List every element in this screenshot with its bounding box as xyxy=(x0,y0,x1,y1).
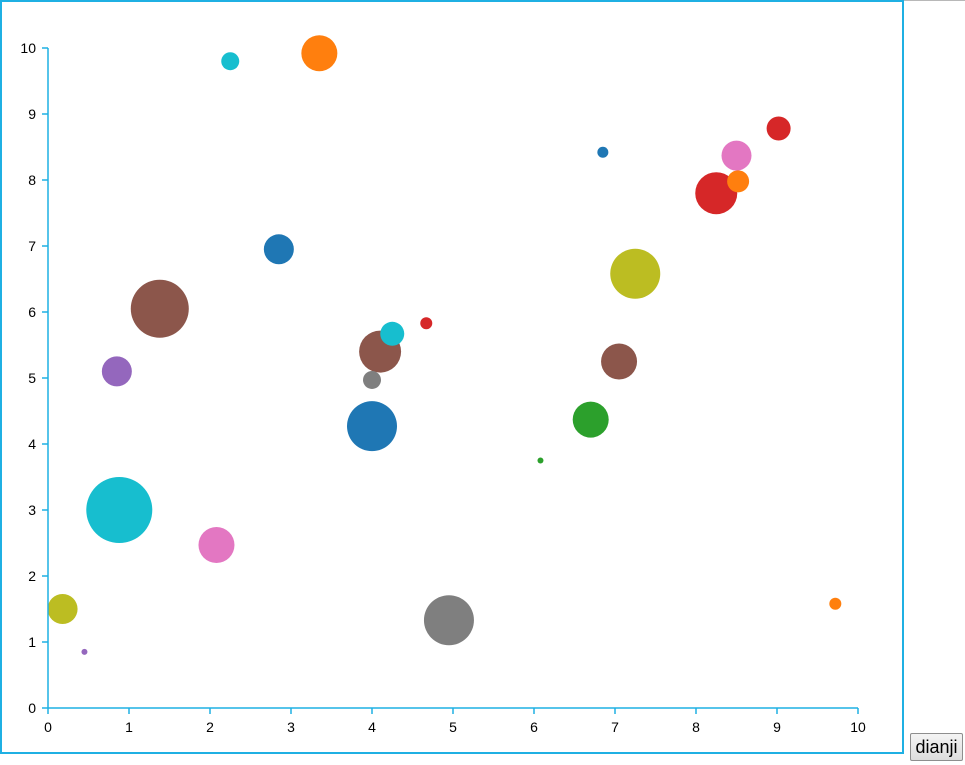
data-point-21 xyxy=(420,317,433,330)
data-point-8 xyxy=(198,526,235,563)
y-tick-label-1: 1 xyxy=(28,634,36,650)
points-layer xyxy=(47,35,842,655)
y-tick-label-5: 5 xyxy=(28,370,36,386)
data-point-4 xyxy=(610,248,661,299)
data-point-6 xyxy=(695,172,738,215)
data-point-17 xyxy=(766,116,791,141)
data-point-16 xyxy=(727,170,750,193)
y-tick-label-2: 2 xyxy=(28,568,36,584)
data-point-18 xyxy=(380,321,405,346)
data-point-5 xyxy=(347,401,397,452)
y-tick-label-0: 0 xyxy=(28,700,36,716)
y-tick-label-4: 4 xyxy=(28,436,36,452)
data-point-2 xyxy=(130,279,189,338)
data-point-19 xyxy=(221,52,240,71)
data-point-3 xyxy=(423,595,474,646)
data-point-12 xyxy=(263,234,294,265)
x-tick-label-5: 5 xyxy=(449,719,457,735)
x-tick-label-8: 8 xyxy=(692,719,700,735)
data-point-15 xyxy=(47,594,78,624)
x-tick-label-3: 3 xyxy=(287,719,295,735)
y-tick-label-6: 6 xyxy=(28,304,36,320)
y-tick-label-9: 9 xyxy=(28,106,36,122)
y-tick-label-10: 10 xyxy=(20,40,36,56)
top-divider-line xyxy=(903,0,965,1)
data-point-1 xyxy=(86,477,153,543)
data-point-13 xyxy=(101,356,132,387)
data-point-11 xyxy=(301,35,338,72)
chart-container: 0 1 2 3 4 5 6 7 8 9 10 0 1 2 3 4 5 6 7 8 9 10 xyxy=(0,0,904,754)
x-tick-label-10: 10 xyxy=(850,719,866,735)
data-point-9 xyxy=(601,343,638,380)
x-tick-label-2: 2 xyxy=(206,719,214,735)
axes-layer: 0 1 2 3 4 5 6 7 8 9 10 0 1 2 3 4 5 6 7 8 9 10 xyxy=(20,40,866,735)
x-tick-label-0: 0 xyxy=(44,719,52,735)
data-point-25 xyxy=(81,648,88,655)
scatter-chart: 0 1 2 3 4 5 6 7 8 9 10 0 1 2 3 4 5 6 7 8 9 10 xyxy=(20,35,866,735)
x-tick-label-4: 4 xyxy=(368,719,376,735)
x-tick-label-6: 6 xyxy=(530,719,538,735)
data-point-10 xyxy=(572,401,609,438)
y-tick-label-7: 7 xyxy=(28,238,36,254)
data-point-23 xyxy=(829,597,842,610)
dianji-button[interactable]: dianji xyxy=(910,733,963,761)
x-tick-label-9: 9 xyxy=(773,719,781,735)
data-point-20 xyxy=(363,370,381,389)
x-tick-label-1: 1 xyxy=(125,719,133,735)
data-point-22 xyxy=(597,146,609,158)
y-tick-label-3: 3 xyxy=(28,502,36,518)
data-point-24 xyxy=(537,457,544,464)
x-tick-label-7: 7 xyxy=(611,719,619,735)
data-point-14 xyxy=(721,140,752,171)
y-tick-label-8: 8 xyxy=(28,172,36,188)
